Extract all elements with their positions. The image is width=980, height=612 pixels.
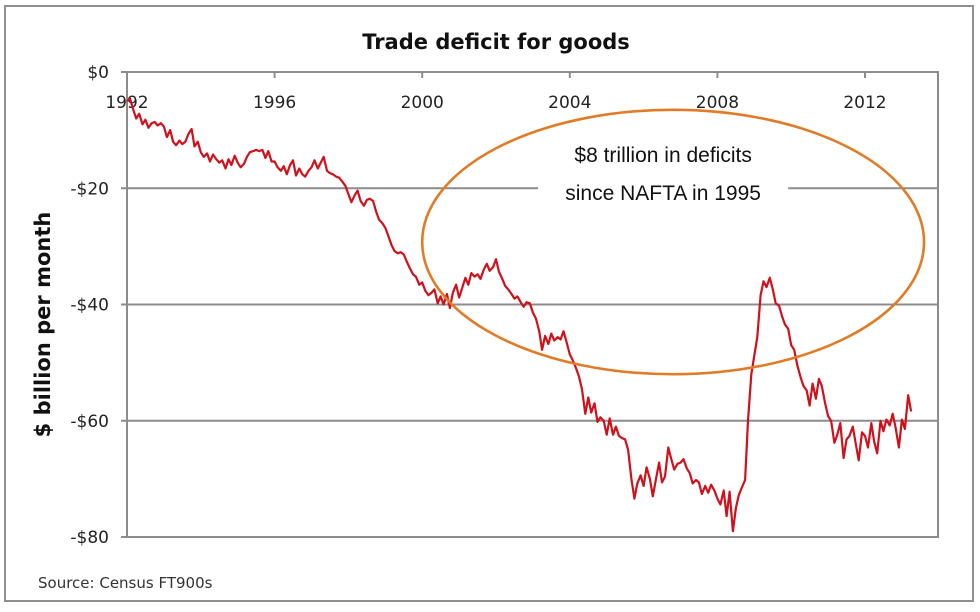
x-tick-label: 1992 <box>105 93 148 113</box>
x-axis-ticks: 1992 1996 2000 2004 2008 2012 <box>105 72 887 113</box>
x-tick-label: 1996 <box>253 93 296 113</box>
y-tick-label: -$20 <box>70 179 109 199</box>
y-tick-label: -$60 <box>70 412 109 432</box>
annotation-ellipse <box>420 108 926 376</box>
x-tick-label: 2004 <box>548 93 591 113</box>
x-tick-label: 2008 <box>696 93 739 113</box>
y-tick-label: -$80 <box>70 528 109 548</box>
annotation-text-line-1: $8 trillion in deficits <box>574 144 751 167</box>
source-note: Source: Census FT900s <box>38 574 213 592</box>
y-tick-label: $0 <box>87 63 109 83</box>
x-tick-label: 2000 <box>401 93 444 113</box>
y-axis-ticks: $0 -$20 -$40 -$60 -$80 <box>70 63 127 548</box>
y-axis-label: $ billion per month <box>31 212 55 438</box>
chart-title: Trade deficit for goods <box>362 30 630 54</box>
annotation-background <box>538 180 789 195</box>
annotation-text-line-2: since NAFTA in 1995 <box>565 182 761 205</box>
series-line-trade-deficit <box>126 97 913 533</box>
grid-lines <box>127 187 938 422</box>
x-tick-label: 2012 <box>843 93 886 113</box>
y-tick-label: -$40 <box>70 296 109 316</box>
